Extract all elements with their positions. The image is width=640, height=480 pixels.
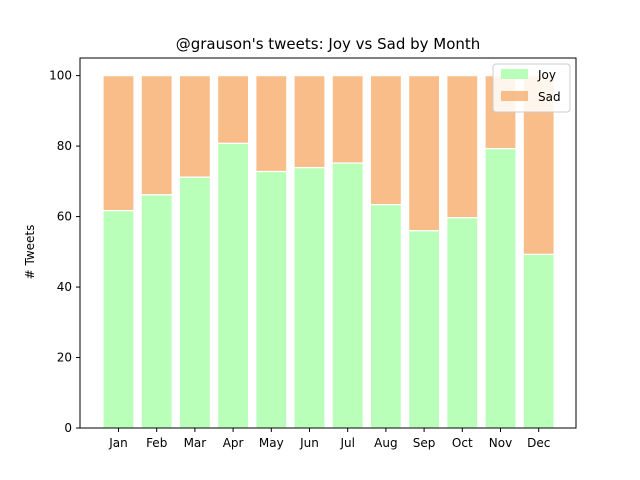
bar-joy-jan	[102, 209, 135, 429]
x-tick-label: Aug	[374, 436, 397, 450]
y-axis-ticks: 0 20 40 60 80 100	[49, 69, 80, 435]
x-tick-label: Oct	[452, 436, 473, 450]
y-tick-label: 0	[64, 421, 72, 435]
legend: Joy Sad	[492, 63, 571, 113]
legend-label-sad: Sad	[538, 90, 561, 104]
bar-sad-apr	[217, 75, 250, 144]
bar-joy-sep	[408, 230, 441, 429]
bar-joy-oct	[446, 217, 479, 429]
plot-frame	[79, 57, 577, 429]
x-tick-label: Apr	[223, 436, 244, 450]
y-tick-label: 40	[57, 280, 72, 294]
x-tick-label: Jun	[299, 436, 319, 450]
bar-sad-jan	[102, 75, 135, 212]
x-tick-label: Jul	[339, 436, 354, 450]
x-tick-label: May	[259, 436, 284, 450]
x-tick-label: Feb	[146, 436, 167, 450]
y-tick-label: 80	[57, 139, 72, 153]
bar-joy-apr	[217, 142, 250, 429]
bar-joy-mar	[178, 176, 211, 429]
bar-joy-dec	[522, 253, 555, 429]
bar-sad-may	[255, 75, 288, 173]
bar-joy-jul	[331, 162, 364, 429]
bar-joy-jun	[293, 166, 326, 429]
x-tick-label: Mar	[184, 436, 207, 450]
x-tick-label: Dec	[527, 436, 550, 450]
bar-sad-oct	[446, 75, 479, 219]
y-tick-label: 60	[57, 210, 72, 224]
bar-joy-aug	[369, 203, 402, 429]
x-tick-label: Nov	[489, 436, 512, 450]
bar-joy-may	[255, 170, 288, 429]
y-tick-label: 100	[49, 69, 72, 83]
bar-sad-feb	[140, 75, 173, 196]
bars-group	[102, 75, 555, 429]
bar-sad-jun	[293, 75, 326, 169]
x-axis-ticks: Jan Feb Mar Apr May Jun Jul Aug Sep Oct Nov Dec	[108, 428, 550, 450]
chart-title: @grauson's tweets: Joy vs Sad by Month	[176, 35, 481, 53]
x-tick-label: Jan	[108, 436, 128, 450]
x-tick-label: Sep	[413, 436, 436, 450]
bar-sad-aug	[369, 75, 402, 206]
y-tick-label: 20	[57, 351, 72, 365]
bar-sad-jul	[331, 75, 364, 164]
bar-joy-nov	[484, 147, 517, 429]
y-axis-label: # Tweets	[23, 225, 37, 280]
legend-swatch-sad	[501, 91, 528, 101]
legend-label-joy: Joy	[537, 68, 556, 82]
legend-swatch-joy	[501, 69, 528, 79]
bar-sad-sep	[408, 75, 441, 232]
bar-joy-feb	[140, 194, 173, 429]
bar-sad-mar	[178, 75, 211, 178]
